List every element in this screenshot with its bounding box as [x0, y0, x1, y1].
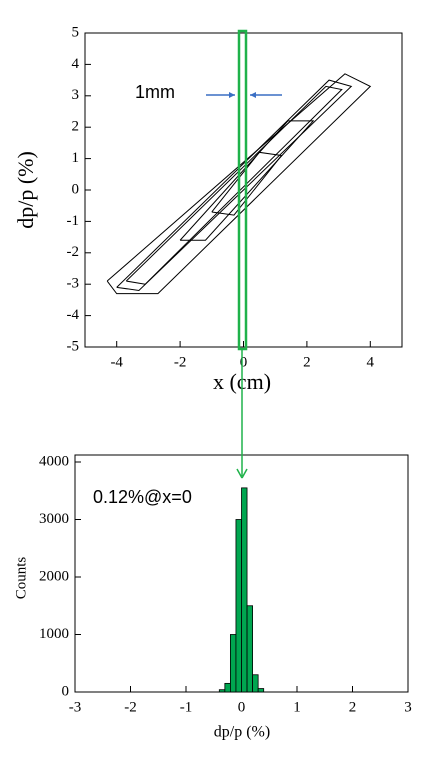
histogram-bar — [241, 487, 248, 693]
x-tick-label: 4 — [367, 354, 375, 370]
histogram-bar — [235, 519, 242, 693]
arrowhead — [236, 468, 248, 479]
annotation: 1mm — [135, 82, 175, 102]
y-tick-label: -1 — [67, 213, 80, 229]
y-axis-title: dp/p (%) — [13, 151, 38, 229]
contour-line — [106, 73, 372, 295]
histogram-bar — [218, 689, 226, 693]
x-tick-label: 0 — [240, 354, 248, 370]
histogram-bar — [257, 688, 265, 693]
y-tick-label: 0 — [72, 181, 80, 197]
x-tick-label: -1 — [180, 699, 193, 715]
y-tick-label: 3000 — [39, 511, 69, 527]
x-tick-label: 1 — [293, 699, 301, 715]
y-tick-label: 2000 — [39, 568, 69, 584]
y-tick-label: 5 — [72, 24, 80, 40]
y-tick-label: 0 — [62, 683, 70, 699]
histogram-bar — [229, 634, 237, 693]
x-tick-label: 2 — [303, 354, 311, 370]
contour-line — [116, 79, 353, 292]
x-tick-label: 0 — [238, 699, 246, 715]
slit — [237, 29, 248, 351]
y-tick-label: 4000 — [39, 453, 69, 469]
histogram-bar — [246, 605, 254, 693]
y-tick-label: -4 — [67, 307, 80, 323]
y-tick-label: 4 — [72, 56, 80, 72]
arrowhead — [250, 92, 256, 98]
contour-line — [211, 151, 283, 216]
y-tick-label: 3 — [72, 87, 80, 103]
contour-line — [179, 120, 315, 241]
x-tick-label: 2 — [349, 699, 357, 715]
arrowhead — [229, 92, 235, 98]
histogram-bar — [252, 674, 259, 693]
y-tick-label: 2 — [72, 119, 80, 135]
y-tick-label: 1 — [72, 150, 80, 166]
contour-line — [125, 85, 343, 285]
y-tick-label: -2 — [67, 244, 80, 260]
y-axis-title: Counts — [13, 557, 29, 600]
x-tick-label: -4 — [110, 354, 123, 370]
annotation: 0.12%@x=0 — [93, 487, 192, 507]
x-tick-label: 3 — [404, 699, 412, 715]
y-tick-label: -3 — [67, 276, 80, 292]
x-tick-label: -2 — [174, 354, 187, 370]
x-axis-title: dp/p (%) — [214, 724, 270, 741]
y-tick-label: 1000 — [39, 626, 69, 642]
x-tick-label: -3 — [69, 699, 82, 715]
histogram-bar — [224, 682, 231, 693]
y-tick-label: -5 — [67, 338, 80, 354]
x-tick-label: -2 — [124, 699, 137, 715]
